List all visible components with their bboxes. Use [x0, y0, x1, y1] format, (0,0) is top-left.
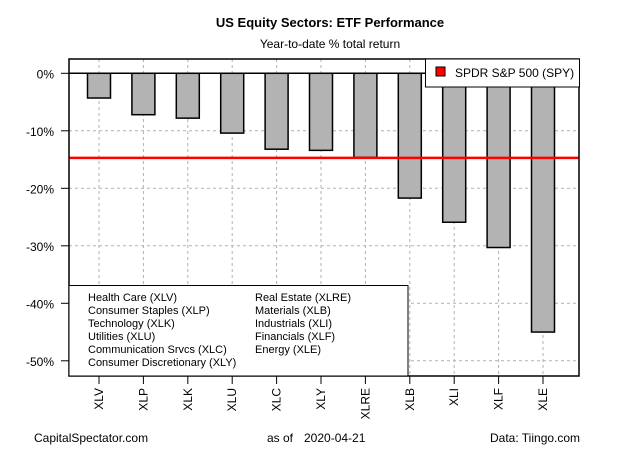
spy-legend: SPDR S&P 500 (SPY)	[425, 58, 580, 88]
bar-xlp	[131, 72, 156, 116]
y-axis: 0% -10% -20% -30% -40% -50%	[26, 67, 69, 369]
sector-legend-item: Consumer Staples (XLP)	[88, 305, 210, 317]
spy-legend-swatch	[435, 66, 446, 77]
bar-xli	[441, 72, 467, 223]
x-tick-label: XLRE	[358, 388, 372, 419]
x-tick-label: XLP	[136, 388, 150, 411]
chart-subtitle: Year-to-date % total return	[260, 37, 400, 51]
bar-xlc	[264, 72, 289, 150]
x-tick-label: XLK	[181, 388, 195, 411]
bar-xlf	[486, 72, 511, 249]
y-tick-label: -30%	[26, 240, 54, 254]
x-tick-label: XLU	[225, 388, 239, 411]
footer-as-of-date: 2020-04-21	[304, 431, 366, 445]
x-tick-label: XLF	[492, 388, 506, 410]
y-tick-label: 0%	[37, 67, 55, 81]
sector-legend-left-column: Health Care (XLV)Consumer Staples (XLP)T…	[88, 292, 236, 369]
sector-legend-item: Real Estate (XLRE)	[255, 292, 351, 304]
x-axis: XLV XLP XLK XLU XLC XLY XLRE XLB XLI XLF XLE	[92, 376, 550, 419]
sector-legend-item: Consumer Discretionary (XLY)	[88, 357, 236, 369]
x-tick-label: XLE	[536, 388, 550, 411]
sector-legend-item: Health Care (XLV)	[88, 292, 177, 304]
sector-legend-item: Energy (XLE)	[255, 344, 321, 356]
y-tick-label: -40%	[26, 297, 54, 311]
bar-xlk	[175, 72, 201, 119]
bar-xlv	[86, 72, 112, 99]
spy-legend-box	[425, 58, 580, 88]
footer-source: CapitalSpectator.com	[34, 431, 149, 445]
x-tick-label: XLI	[447, 388, 461, 406]
sector-legend-item: Industrials (XLI)	[255, 318, 332, 330]
spy-legend-label: SPDR S&P 500 (SPY)	[455, 66, 574, 80]
bars	[86, 72, 556, 333]
sector-legend-box	[68, 285, 409, 377]
bar-xle	[530, 72, 556, 333]
x-tick-label: XLY	[314, 388, 328, 410]
y-tick-label: -50%	[26, 355, 54, 369]
x-tick-label: XLC	[270, 388, 284, 412]
bar-xly	[308, 72, 334, 152]
sector-legend-item: Technology (XLK)	[88, 318, 175, 330]
footer-as-of-label: as of	[267, 431, 294, 445]
chart-title: US Equity Sectors: ETF Performance	[216, 15, 444, 30]
y-tick-label: -20%	[26, 182, 54, 196]
bar-xlu	[219, 72, 245, 134]
y-tick-label: -10%	[26, 125, 54, 139]
bar-xlb	[397, 72, 423, 199]
sector-legend-item: Financials (XLF)	[255, 331, 335, 343]
sector-legend: Health Care (XLV)Consumer Staples (XLP)T…	[68, 285, 409, 377]
sector-legend-item: Utilities (XLU)	[88, 331, 155, 343]
x-tick-label: XLV	[92, 388, 106, 410]
x-tick-label: XLB	[403, 388, 417, 411]
sector-legend-item: Materials (XLB)	[255, 305, 331, 317]
sector-legend-item: Communication Srvcs (XLC)	[88, 344, 227, 356]
bar-xlre	[353, 72, 378, 158]
sector-legend-right-column: Real Estate (XLRE)Materials (XLB)Industr…	[255, 292, 351, 356]
footer-data-source: Data: Tiingo.com	[490, 431, 581, 445]
